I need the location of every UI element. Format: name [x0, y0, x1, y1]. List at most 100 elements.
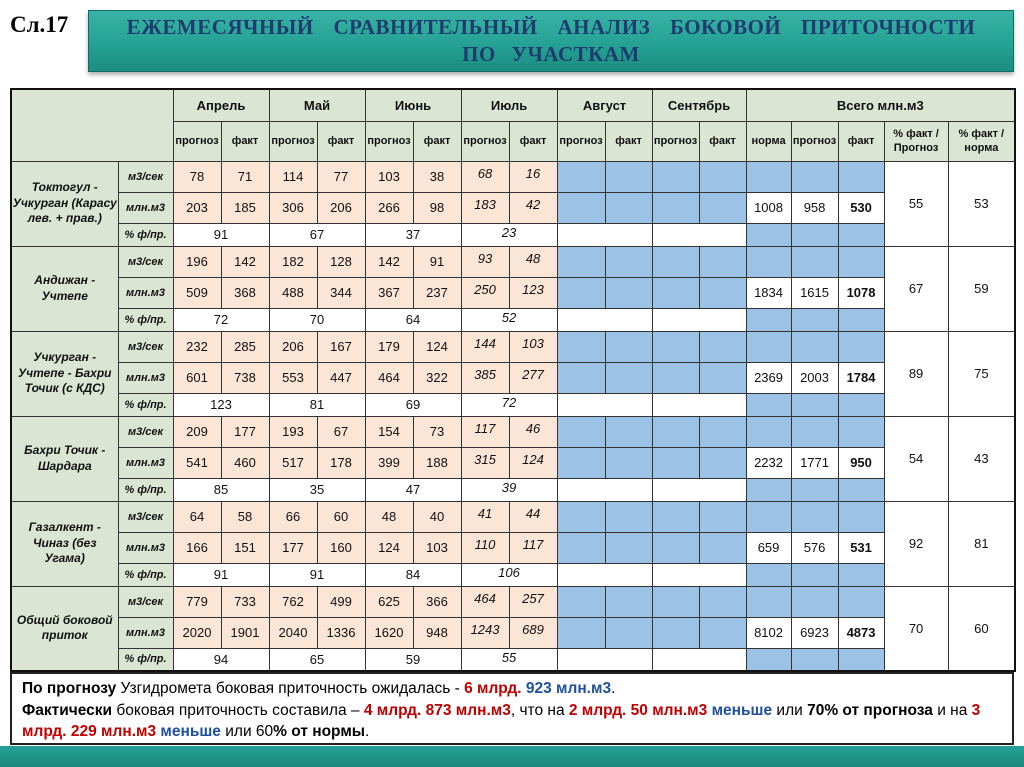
table-row: млн.м3 509 368 488 344 367 237 250 123 1834 1615 10…: [11, 276, 1015, 309]
data-cell: 44: [508, 500, 558, 533]
total-empty-cell: [790, 160, 839, 193]
row-unit-label: % ф/пр.: [117, 307, 174, 332]
total-empty-cell: [745, 562, 792, 587]
month-header: Август: [556, 88, 653, 122]
table-row: Токтогул - Учкурган (Карасу лев. + прав.…: [10, 160, 1016, 247]
data-cell: 237: [412, 276, 462, 309]
total-prognoz-cell: 2003: [790, 361, 839, 394]
text-segment: 6 млрд.: [464, 680, 526, 697]
pct-month-cell: 35: [268, 477, 366, 502]
pct-fact-prognoz-cell: 54: [883, 415, 949, 502]
data-cell: 117: [460, 415, 510, 448]
data-cell: [651, 500, 700, 533]
total-empty-cell: [745, 330, 792, 363]
data-cell: 399: [364, 446, 414, 479]
total-empty-cell: [790, 330, 839, 363]
data-cell: 60: [316, 500, 366, 533]
data-cell: 166: [172, 531, 222, 564]
title-line2: ПО УЧАСТКАМ: [462, 42, 640, 66]
data-cell: 78: [172, 160, 222, 193]
row-unit-label: м3/сек: [117, 160, 174, 193]
group-name-cell: Общий боковой приток: [10, 585, 119, 672]
pct-fact-prognoz-cell: 92: [883, 500, 949, 587]
pct-month-cell: 69: [364, 392, 462, 417]
subheader-prognoz: прогноз: [651, 120, 700, 162]
data-cell: [604, 330, 653, 363]
data-cell: [556, 330, 606, 363]
title-line1: ЕЖЕМЕСЯЧНЫЙ СРАВНИТЕЛЬНЫЙ АНАЛИЗ БОКОВОЙ…: [126, 15, 976, 39]
text-segment: 923 млн.м3: [525, 680, 612, 697]
total-empty-cell: [837, 647, 885, 672]
data-cell: [651, 446, 700, 479]
data-cell: 206: [268, 330, 318, 363]
row-unit-label: млн.м3: [117, 446, 174, 479]
total-fakt-cell: 4873: [837, 616, 885, 649]
data-cell: [556, 446, 606, 479]
total-empty-cell: [837, 562, 885, 587]
data-cell: 601: [172, 361, 222, 394]
total-empty-cell: [790, 415, 839, 448]
data-cell: 306: [268, 191, 318, 224]
data-cell: 499: [316, 585, 366, 618]
total-header: Всего млн.м3: [745, 88, 1016, 122]
data-cell: 185: [220, 191, 270, 224]
data-cell: 177: [220, 415, 270, 448]
data-cell: 196: [172, 245, 222, 278]
data-cell: 114: [268, 160, 318, 193]
data-cell: 154: [364, 415, 414, 448]
total-empty-cell: [837, 307, 885, 332]
data-cell: 103: [364, 160, 414, 193]
data-cell: 73: [412, 415, 462, 448]
pct-month-cell: [556, 307, 653, 332]
text-segment: Узгидромета боковая приточность ожидалас…: [116, 680, 465, 697]
data-cell: 91: [412, 245, 462, 278]
data-cell: 144: [460, 330, 510, 363]
total-empty-cell: [790, 562, 839, 587]
total-empty-cell: [745, 415, 792, 448]
table-row: Апрель Май Июнь Июль Август Сентябрь Всего млн…: [10, 88, 1016, 162]
data-cell: 344: [316, 276, 366, 309]
total-subheader-prognoz: прогноз: [790, 120, 839, 162]
group-name-cell: Андижан - Учтепе: [10, 245, 119, 332]
data-cell: 177: [268, 531, 318, 564]
table-row: прогноз факт прогноз факт прогноз факт прогноз…: [11, 120, 1016, 162]
data-cell: [698, 500, 747, 533]
pct-month-cell: 52: [460, 307, 558, 332]
row-unit-label: м3/сек: [117, 415, 174, 448]
data-cell: 464: [460, 585, 510, 618]
data-cell: 733: [220, 585, 270, 618]
data-cell: 123: [508, 276, 558, 309]
text-segment: По прогнозу: [22, 680, 117, 697]
data-cell: 738: [220, 361, 270, 394]
row-unit-label: млн.м3: [117, 276, 174, 309]
group-name-cell: Бахри Точик - Шардара: [10, 415, 119, 502]
pct-month-cell: [556, 392, 653, 417]
pct-month-cell: 65: [268, 647, 366, 672]
subheader-fakt: факт: [220, 120, 270, 162]
row-unit-label: % ф/пр.: [117, 477, 174, 502]
data-cell: 193: [268, 415, 318, 448]
pct-month-cell: [651, 477, 747, 502]
text-segment: 3 млрд. 229 млн.м3: [22, 701, 981, 741]
data-cell: [604, 191, 653, 224]
data-cell: 142: [364, 245, 414, 278]
pct-fact-norma-cell: 43: [947, 415, 1016, 502]
pct-month-cell: 70: [268, 307, 366, 332]
pct-fact-norma-cell: 60: [947, 585, 1016, 672]
data-cell: 16: [508, 160, 558, 193]
subheader-prognoz: прогноз: [460, 120, 510, 162]
total-prognoz-cell: 576: [790, 531, 839, 564]
pct-fact-norma-cell: 75: [947, 330, 1016, 417]
text-segment: меньше: [711, 701, 773, 719]
table-row: Бахри Точик - Шардара м3/сек 209 177 193 67 15…: [10, 415, 1016, 502]
pct-month-cell: 81: [268, 392, 366, 417]
pct-month-cell: 23: [460, 222, 558, 247]
total-empty-cell: [790, 477, 839, 502]
text-segment: .: [611, 680, 616, 697]
data-cell: 250: [460, 276, 510, 309]
pct-month-cell: [556, 647, 653, 672]
data-cell: 110: [460, 531, 510, 564]
subheader-fakt: факт: [698, 120, 747, 162]
total-fakt-cell: 1784: [837, 361, 885, 394]
